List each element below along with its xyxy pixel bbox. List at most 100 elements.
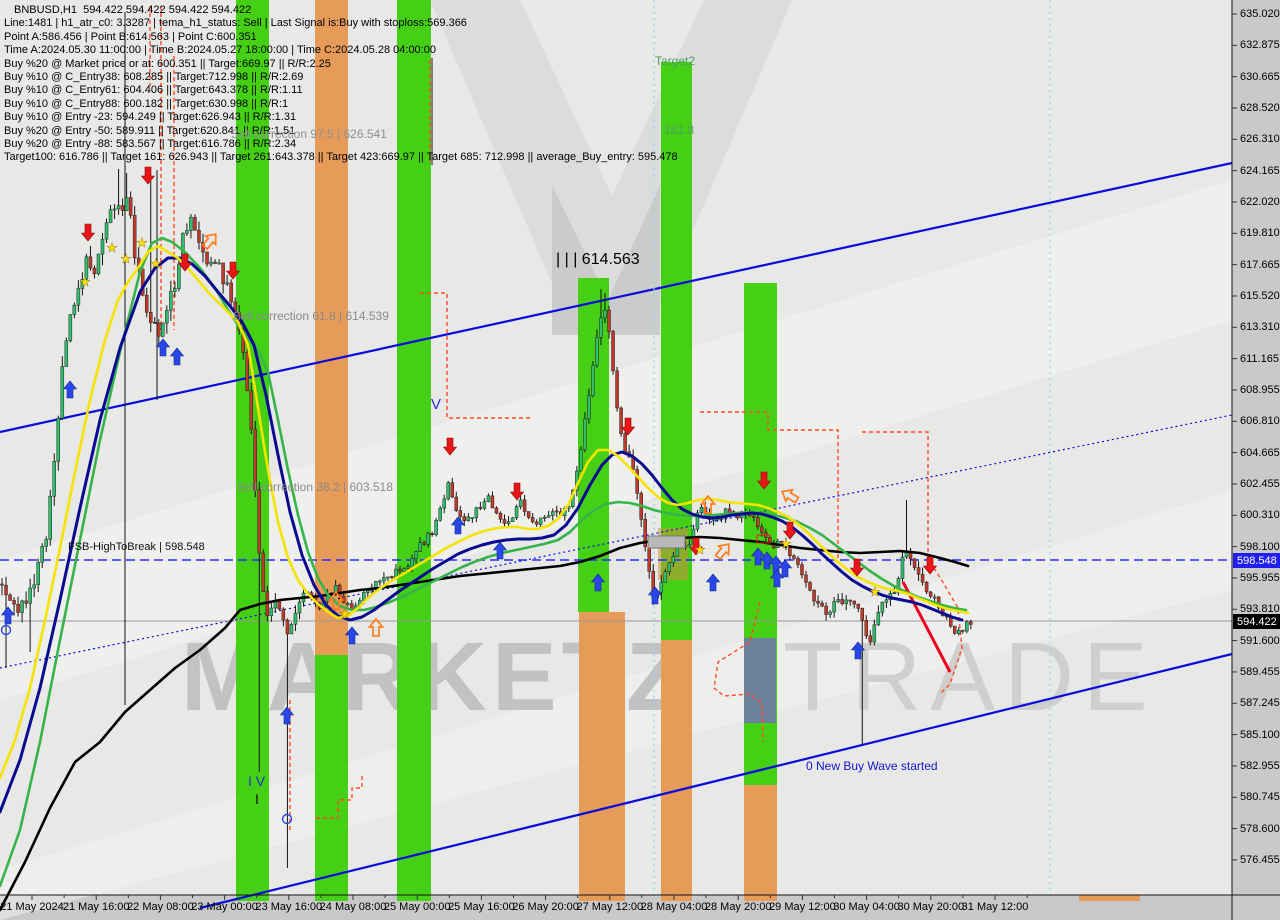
price-tick-label: 576.455 (1240, 853, 1280, 866)
star-signal-icon: ★ (869, 584, 881, 599)
info-line: Buy %20 @ Entry -50: 589.911 || Target:6… (4, 124, 296, 137)
price-axis[interactable] (1232, 0, 1280, 895)
time-axis-label: 30 May 04:00 (833, 901, 900, 913)
price-tick-label: 604.665 (1240, 446, 1280, 459)
chart-line (199, 652, 1233, 910)
supply-zone (744, 785, 777, 901)
chart-line (901, 581, 952, 673)
star-signal-icon: ★ (150, 256, 162, 271)
time-axis-label: 28 May 04:00 (640, 901, 708, 913)
price-tick-label: 622.020 (1240, 195, 1280, 208)
price-tick-label: 615.520 (1240, 289, 1280, 302)
price-tick-label: 585.100 (1240, 728, 1280, 741)
label-wave-i: I (255, 791, 259, 807)
price-tick-label: 632.875 (1240, 39, 1280, 52)
price-tick-label: 626.310 (1240, 133, 1280, 146)
buy-arrow-icon (450, 516, 466, 535)
label-161-8: 161.8 (664, 123, 695, 137)
sell-arrow-icon (849, 558, 865, 577)
info-line: Point A:586.456 | Point B:614.563 | Poin… (4, 30, 257, 43)
alert-box (756, 534, 771, 544)
time-axis[interactable] (0, 895, 1280, 920)
buy-arrow-icon (344, 626, 360, 645)
pending-arrow-icon (201, 233, 217, 251)
time-axis-label: 25 May 00:00 (383, 901, 451, 913)
buy-arrow-icon (777, 559, 793, 578)
watermark-trade: TRADE (783, 622, 1157, 731)
moving-average-navy (0, 256, 964, 814)
watermark-separator-block (744, 638, 776, 723)
star-signal-icon: ★ (780, 536, 792, 551)
price-tick-label: 606.810 (1240, 415, 1280, 428)
price-tick-label: 617.665 (1240, 258, 1280, 271)
current-price-tag: 594.422 (1233, 614, 1280, 629)
label-fsb-high-to-break: FSB-HighToBreak | 598.548 (68, 541, 205, 553)
buy-arrow-icon (850, 641, 866, 660)
price-tick-label: 591.600 (1240, 634, 1280, 647)
logo-watermark-shape (430, 0, 792, 330)
star-signal-icon: ★ (79, 274, 91, 289)
price-tick-label: 635.020 (1240, 8, 1280, 20)
supply-zone (579, 612, 625, 901)
pending-arrow-icon (327, 590, 345, 610)
label-wave-v: V (431, 396, 442, 413)
label-point-b-price: | | | 614.563 (556, 251, 640, 268)
stop-level-dash (713, 601, 764, 743)
symbol-title: BNBUSD,H1 594.422 594.422 594.422 594.42… (14, 4, 252, 16)
demand-zone (397, 0, 431, 901)
sell-arrow-icon (688, 537, 704, 556)
price-tick-label: 582.955 (1240, 759, 1280, 772)
sell-arrow-icon (620, 417, 636, 436)
sell-arrow-icon (922, 556, 938, 575)
time-axis-label: 23 May 00:00 (191, 901, 258, 913)
price-tick-label: 578.600 (1240, 822, 1280, 835)
demand-zone (315, 655, 348, 901)
label-sell-correction-38: Sell correction 38.2 | 603.518 (237, 480, 393, 494)
time-axis-label: 23 May 16:00 (255, 901, 323, 913)
price-tick-label: 630.665 (1240, 70, 1280, 83)
demand-zone (236, 0, 269, 901)
sell-arrow-icon (140, 166, 156, 185)
sell-arrow-icon (509, 482, 525, 501)
price-tick-label: 600.310 (1240, 509, 1280, 522)
buy-arrow-icon (647, 586, 663, 605)
moving-average-green (0, 236, 968, 888)
info-line: Buy %10 @ Entry -23: 594.249 || Target:6… (4, 111, 297, 124)
order-label-box (647, 535, 686, 549)
sell-arrow-icon (782, 521, 798, 540)
bid-price-tag: 598.548 (1233, 553, 1280, 568)
info-line: Buy %10 @ C_Entry61: 604.406 || Target:6… (4, 84, 303, 97)
sell-arrow-icon (177, 253, 193, 272)
price-tick-label: 595.955 (1240, 571, 1280, 584)
supply-zone (315, 0, 348, 655)
price-tick-label: 580.745 (1240, 791, 1280, 804)
info-line: Time A:2024.05.30 11:00:00 | Time B:2024… (4, 44, 436, 57)
supply-zone (661, 640, 692, 901)
price-tick-label: 613.310 (1240, 321, 1280, 334)
time-axis-label: 31 May 12:00 (961, 901, 1029, 913)
info-line: Target100: 616.786 || Target 161: 626.94… (4, 151, 678, 164)
info-line: Buy %20 @ Entry -88: 583.567 || Target:6… (4, 138, 297, 150)
stop-level-dash (700, 411, 839, 562)
sell-arrow-icon (756, 471, 772, 490)
time-axis-label: 29 May 12:00 (769, 901, 836, 913)
buy-arrow-icon (279, 706, 295, 725)
wave-low-circle-icon (281, 813, 293, 825)
time-axis-label: 28 May 20:00 (704, 901, 772, 913)
sell-arrow-icon (80, 223, 96, 242)
price-tick-label: 611.165 (1240, 352, 1279, 365)
label-target2: Target2 (655, 54, 696, 68)
star-signal-icon: ★ (106, 240, 118, 255)
time-axis-label: 26 May 20:00 (512, 901, 579, 913)
star-signal-icon: ★ (136, 235, 148, 250)
wave-low-circle-icon (0, 624, 12, 636)
info-line: Buy %10 @ C_Entry38: 608.285 || Target:7… (4, 71, 304, 83)
buy-arrow-icon (62, 380, 78, 399)
buy-arrow-icon (492, 541, 508, 560)
time-axis-label: 21 May 16:00 (62, 901, 130, 913)
label-new-buy-wave: 0 New Buy Wave started (806, 759, 938, 773)
price-tick-label: 602.455 (1240, 477, 1280, 490)
star-signal-icon: ★ (120, 251, 132, 266)
